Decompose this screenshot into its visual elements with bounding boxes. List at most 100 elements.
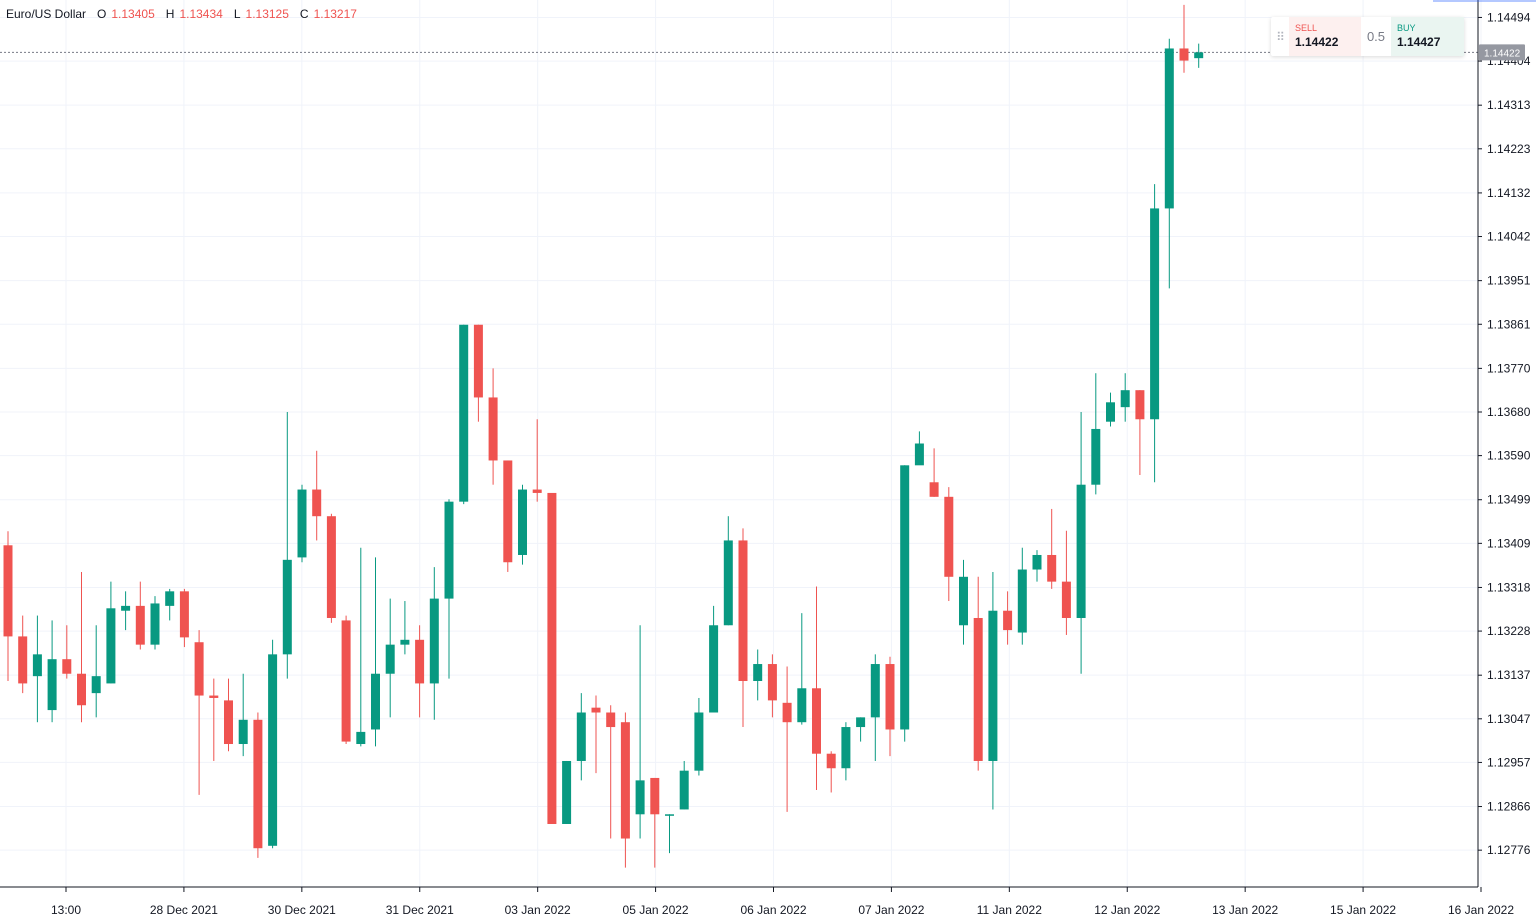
- candle-body: [1017, 569, 1027, 633]
- candle: [415, 625, 425, 718]
- candle: [121, 591, 131, 631]
- candle-body: [91, 676, 101, 694]
- candle-body: [473, 324, 483, 398]
- candle: [988, 571, 998, 810]
- drag-handle-icon[interactable]: ⠿: [1276, 29, 1285, 44]
- candle: [32, 615, 42, 723]
- candle-body: [900, 465, 910, 730]
- candle-body: [1179, 48, 1189, 61]
- candle: [106, 581, 116, 684]
- price-tick-label: 1.13047: [1487, 712, 1531, 726]
- sell-label: SELL: [1295, 23, 1318, 33]
- candle: [459, 324, 469, 505]
- candle-body: [606, 712, 616, 728]
- candle: [1091, 373, 1101, 495]
- candle: [1061, 530, 1071, 635]
- candle-body: [576, 712, 586, 761]
- candle-body: [297, 489, 307, 558]
- candle-body: [106, 608, 116, 684]
- candle: [665, 814, 674, 854]
- price-tick-label: 1.12957: [1487, 755, 1531, 769]
- time-tick-label: 15 Jan 2022: [1330, 903, 1396, 917]
- price-tick-label: 1.13318: [1487, 580, 1531, 594]
- candle: [1179, 4, 1189, 73]
- last-price-tag: 1.14422: [1479, 44, 1525, 61]
- price-axis[interactable]: 1.144941.144041.143131.142231.141321.140…: [1477, 0, 1531, 887]
- candle: [1047, 508, 1057, 589]
- time-tick-label: 31 Dec 2021: [386, 903, 454, 917]
- price-tick-label: 1.14223: [1487, 142, 1531, 156]
- price-tick-label: 1.12776: [1487, 843, 1531, 857]
- candle: [635, 625, 645, 839]
- candle: [1194, 43, 1204, 68]
- time-tick-label: 05 Jan 2022: [623, 903, 689, 917]
- candle-body: [885, 664, 895, 730]
- time-tick-label: 13:00: [51, 903, 81, 917]
- candle-body: [1120, 390, 1130, 408]
- candle-body: [3, 545, 13, 637]
- price-tick-label: 1.13499: [1487, 493, 1531, 507]
- candle: [150, 596, 160, 650]
- symbol-name[interactable]: Euro/US Dollar: [6, 7, 87, 21]
- candle-body: [650, 777, 660, 815]
- low-value: 1.13125: [245, 7, 289, 21]
- candle-body: [547, 492, 557, 824]
- candles: [3, 4, 1204, 868]
- candle: [400, 601, 410, 655]
- time-axis[interactable]: 13:00 28 Dec 2021 30 Dec 2021 31 Dec 2021 03…: [0, 886, 1514, 917]
- time-tick-label: 06 Jan 2022: [740, 903, 806, 917]
- candle-body: [679, 770, 689, 810]
- candle-body: [47, 659, 57, 711]
- candle: [914, 431, 924, 466]
- candle: [826, 751, 836, 793]
- candle-body: [767, 664, 777, 701]
- candle: [576, 693, 586, 781]
- price-tick-label: 1.12866: [1487, 800, 1531, 814]
- candle: [547, 492, 557, 824]
- buy-button[interactable]: BUY 1.14427: [1391, 17, 1464, 56]
- candle: [238, 673, 248, 757]
- candle: [679, 760, 689, 810]
- candle-body: [326, 516, 336, 618]
- candle-body: [959, 576, 968, 626]
- candle-body: [135, 605, 145, 645]
- candle: [253, 712, 263, 858]
- candle-body: [1150, 208, 1160, 420]
- candle-body: [209, 695, 219, 698]
- candle-body: [18, 636, 28, 684]
- candle: [812, 586, 821, 791]
- candle-body: [841, 727, 851, 769]
- candle-body: [179, 591, 189, 638]
- buy-price: 1.14427: [1397, 35, 1441, 49]
- candle: [620, 712, 630, 868]
- candle-body: [562, 760, 572, 824]
- candle-body: [973, 617, 983, 761]
- candle: [782, 666, 792, 812]
- candle-body: [1194, 52, 1204, 59]
- candle-body: [738, 540, 748, 682]
- time-tick-label: 11 Jan 2022: [977, 903, 1042, 917]
- candle: [209, 678, 219, 761]
- sell-button[interactable]: SELL 1.14422: [1289, 17, 1361, 56]
- candle: [694, 697, 704, 776]
- candle-body: [870, 664, 880, 718]
- candle: [929, 448, 939, 497]
- candle-body: [312, 489, 322, 517]
- candle: [282, 411, 292, 679]
- time-tick-label: 12 Jan 2022: [1094, 903, 1160, 917]
- candle-body: [709, 625, 719, 713]
- candle: [179, 588, 189, 648]
- candle-body: [797, 688, 807, 723]
- candle-body: [782, 702, 792, 723]
- last-price-tag-text: 1.14422: [1484, 48, 1521, 59]
- candle-body: [121, 605, 131, 611]
- candle-body: [694, 712, 704, 771]
- price-tick-label: 1.13951: [1487, 274, 1531, 288]
- candle-body: [723, 540, 733, 626]
- candle: [371, 557, 380, 747]
- candle: [268, 639, 278, 849]
- candle: [341, 615, 351, 745]
- candle-body: [532, 489, 542, 493]
- candle: [797, 613, 807, 725]
